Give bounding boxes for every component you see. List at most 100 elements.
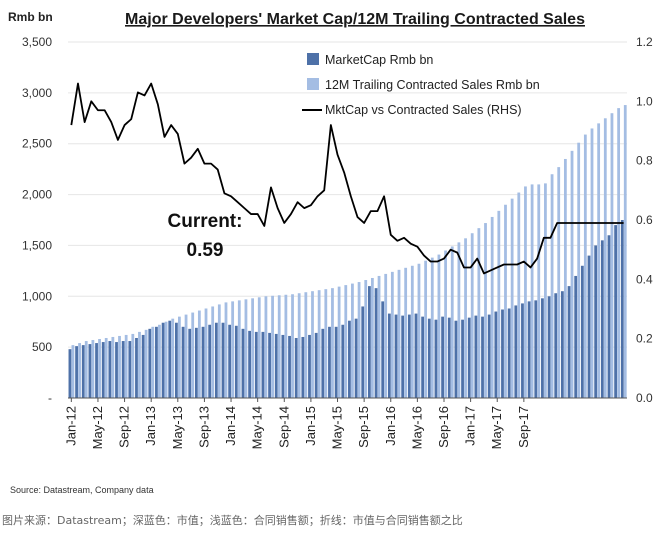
sales-bar xyxy=(211,306,215,398)
sales-bar xyxy=(257,297,261,398)
sales-bar xyxy=(577,142,581,398)
x-tick-label: Sep-16 xyxy=(436,406,451,448)
marketcap-bar xyxy=(128,341,132,398)
marketcap-bar xyxy=(161,322,165,398)
sales-bar xyxy=(603,118,607,398)
sales-bar xyxy=(191,312,195,398)
marketcap-bar xyxy=(168,320,172,398)
sales-bar xyxy=(464,238,467,398)
marketcap-bar xyxy=(461,319,464,398)
legend-label-sales: 12M Trailing Contracted Sales Rmb bn xyxy=(325,78,540,92)
sales-bar xyxy=(470,233,474,398)
sales-bar xyxy=(450,246,454,398)
sales-bar xyxy=(437,254,441,398)
left-tick-label: 1,000 xyxy=(22,289,52,303)
marketcap-bar xyxy=(394,314,398,398)
x-tick-label: May-15 xyxy=(330,406,345,449)
sales-bar xyxy=(144,329,148,398)
sales-bar xyxy=(517,192,521,398)
marketcap-bar xyxy=(101,342,105,398)
sales-bar xyxy=(71,345,75,398)
source-note: Source: Datastream, Company data xyxy=(10,485,154,495)
marketcap-bar xyxy=(567,286,571,398)
left-tick-label: - xyxy=(48,391,52,405)
right-tick-label: 0.0 xyxy=(636,391,653,405)
marketcap-bar xyxy=(301,336,305,398)
image-caption: 图片来源：Datastream；深蓝色：市值；浅蓝色：合同销售额；折线：市值与合… xyxy=(2,514,463,527)
right-tick-label: 0.4 xyxy=(636,272,653,286)
marketcap-bar xyxy=(68,349,72,398)
x-tick-label: May-14 xyxy=(250,406,265,449)
marketcap-bar xyxy=(334,326,338,398)
x-tick-label: May-12 xyxy=(90,406,105,449)
sales-bar xyxy=(617,108,621,399)
marketcap-bar xyxy=(501,309,504,398)
x-tick-label: Sep-12 xyxy=(117,406,132,448)
sales-bar xyxy=(131,333,135,398)
sales-bar xyxy=(444,250,447,398)
sales-bar xyxy=(98,339,101,398)
marketcap-bar xyxy=(474,315,478,398)
sales-bar xyxy=(430,257,434,398)
sales-bar xyxy=(264,296,268,398)
sales-bar xyxy=(271,295,274,398)
sales-bar xyxy=(384,273,388,398)
sales-bar xyxy=(304,292,308,398)
sales-bar xyxy=(510,198,514,398)
sales-bar xyxy=(337,286,341,398)
sales-bar xyxy=(623,105,627,398)
marketcap-bar xyxy=(155,326,158,398)
marketcap-bar xyxy=(541,298,544,398)
marketcap-bar xyxy=(115,342,118,398)
marketcap-bar xyxy=(594,245,598,398)
marketcap-bar xyxy=(208,324,212,398)
marketcap-bar xyxy=(574,275,578,398)
sales-bar xyxy=(397,269,401,398)
marketcap-bar xyxy=(288,335,291,398)
annotation-current-label: Current: xyxy=(168,211,243,232)
marketcap-bar xyxy=(421,316,425,398)
sales-bar xyxy=(184,314,188,398)
x-tick-label: Jan-14 xyxy=(223,406,238,446)
marketcap-bar xyxy=(494,311,498,398)
right-axis-ticks: 0.0 0.2 0.4 0.6 0.8 1.0 1.2 xyxy=(636,35,653,405)
marketcap-bar xyxy=(281,334,285,398)
sales-bar xyxy=(490,216,494,398)
marketcap-bar xyxy=(467,317,471,398)
sales-bar xyxy=(251,298,254,398)
sales-bar xyxy=(344,285,348,398)
left-tick-label: 2,500 xyxy=(22,137,52,151)
left-axis-unit: Rmb bn xyxy=(8,10,53,24)
marketcap-bar xyxy=(514,305,518,398)
marketcap-bar xyxy=(521,303,524,398)
sales-bar xyxy=(597,123,601,399)
marketcap-bar xyxy=(434,319,438,398)
sales-bar xyxy=(284,294,288,398)
sales-bar xyxy=(158,324,161,398)
legend-label-marketcap: MarketCap Rmb bn xyxy=(325,53,433,67)
marketcap-bar xyxy=(381,301,385,398)
sales-bar xyxy=(370,277,374,398)
marketcap-bar xyxy=(600,240,604,398)
x-tick-label: May-17 xyxy=(489,406,504,449)
marketcap-bar xyxy=(194,327,198,398)
marketcap-bar xyxy=(354,318,358,398)
marketcap-bar xyxy=(447,317,451,398)
marketcap-bar xyxy=(407,314,411,398)
sales-bar xyxy=(118,335,121,398)
sales-bar xyxy=(151,326,155,398)
sales-bar xyxy=(590,128,594,398)
sales-bar xyxy=(610,113,614,398)
marketcap-bar xyxy=(268,332,271,398)
marketcap-bar xyxy=(580,265,584,398)
x-tick-label: Sep-14 xyxy=(276,406,291,448)
x-tick-label: Jan-16 xyxy=(383,406,398,446)
marketcap-bar xyxy=(274,333,278,398)
sales-bar xyxy=(550,174,554,398)
marketcap-bar xyxy=(401,315,405,398)
sales-bar xyxy=(104,337,108,398)
marketcap-bar xyxy=(607,235,611,398)
marketcap-bar xyxy=(560,291,564,398)
marketcap-bar xyxy=(328,326,331,398)
right-tick-label: 1.0 xyxy=(636,94,653,108)
